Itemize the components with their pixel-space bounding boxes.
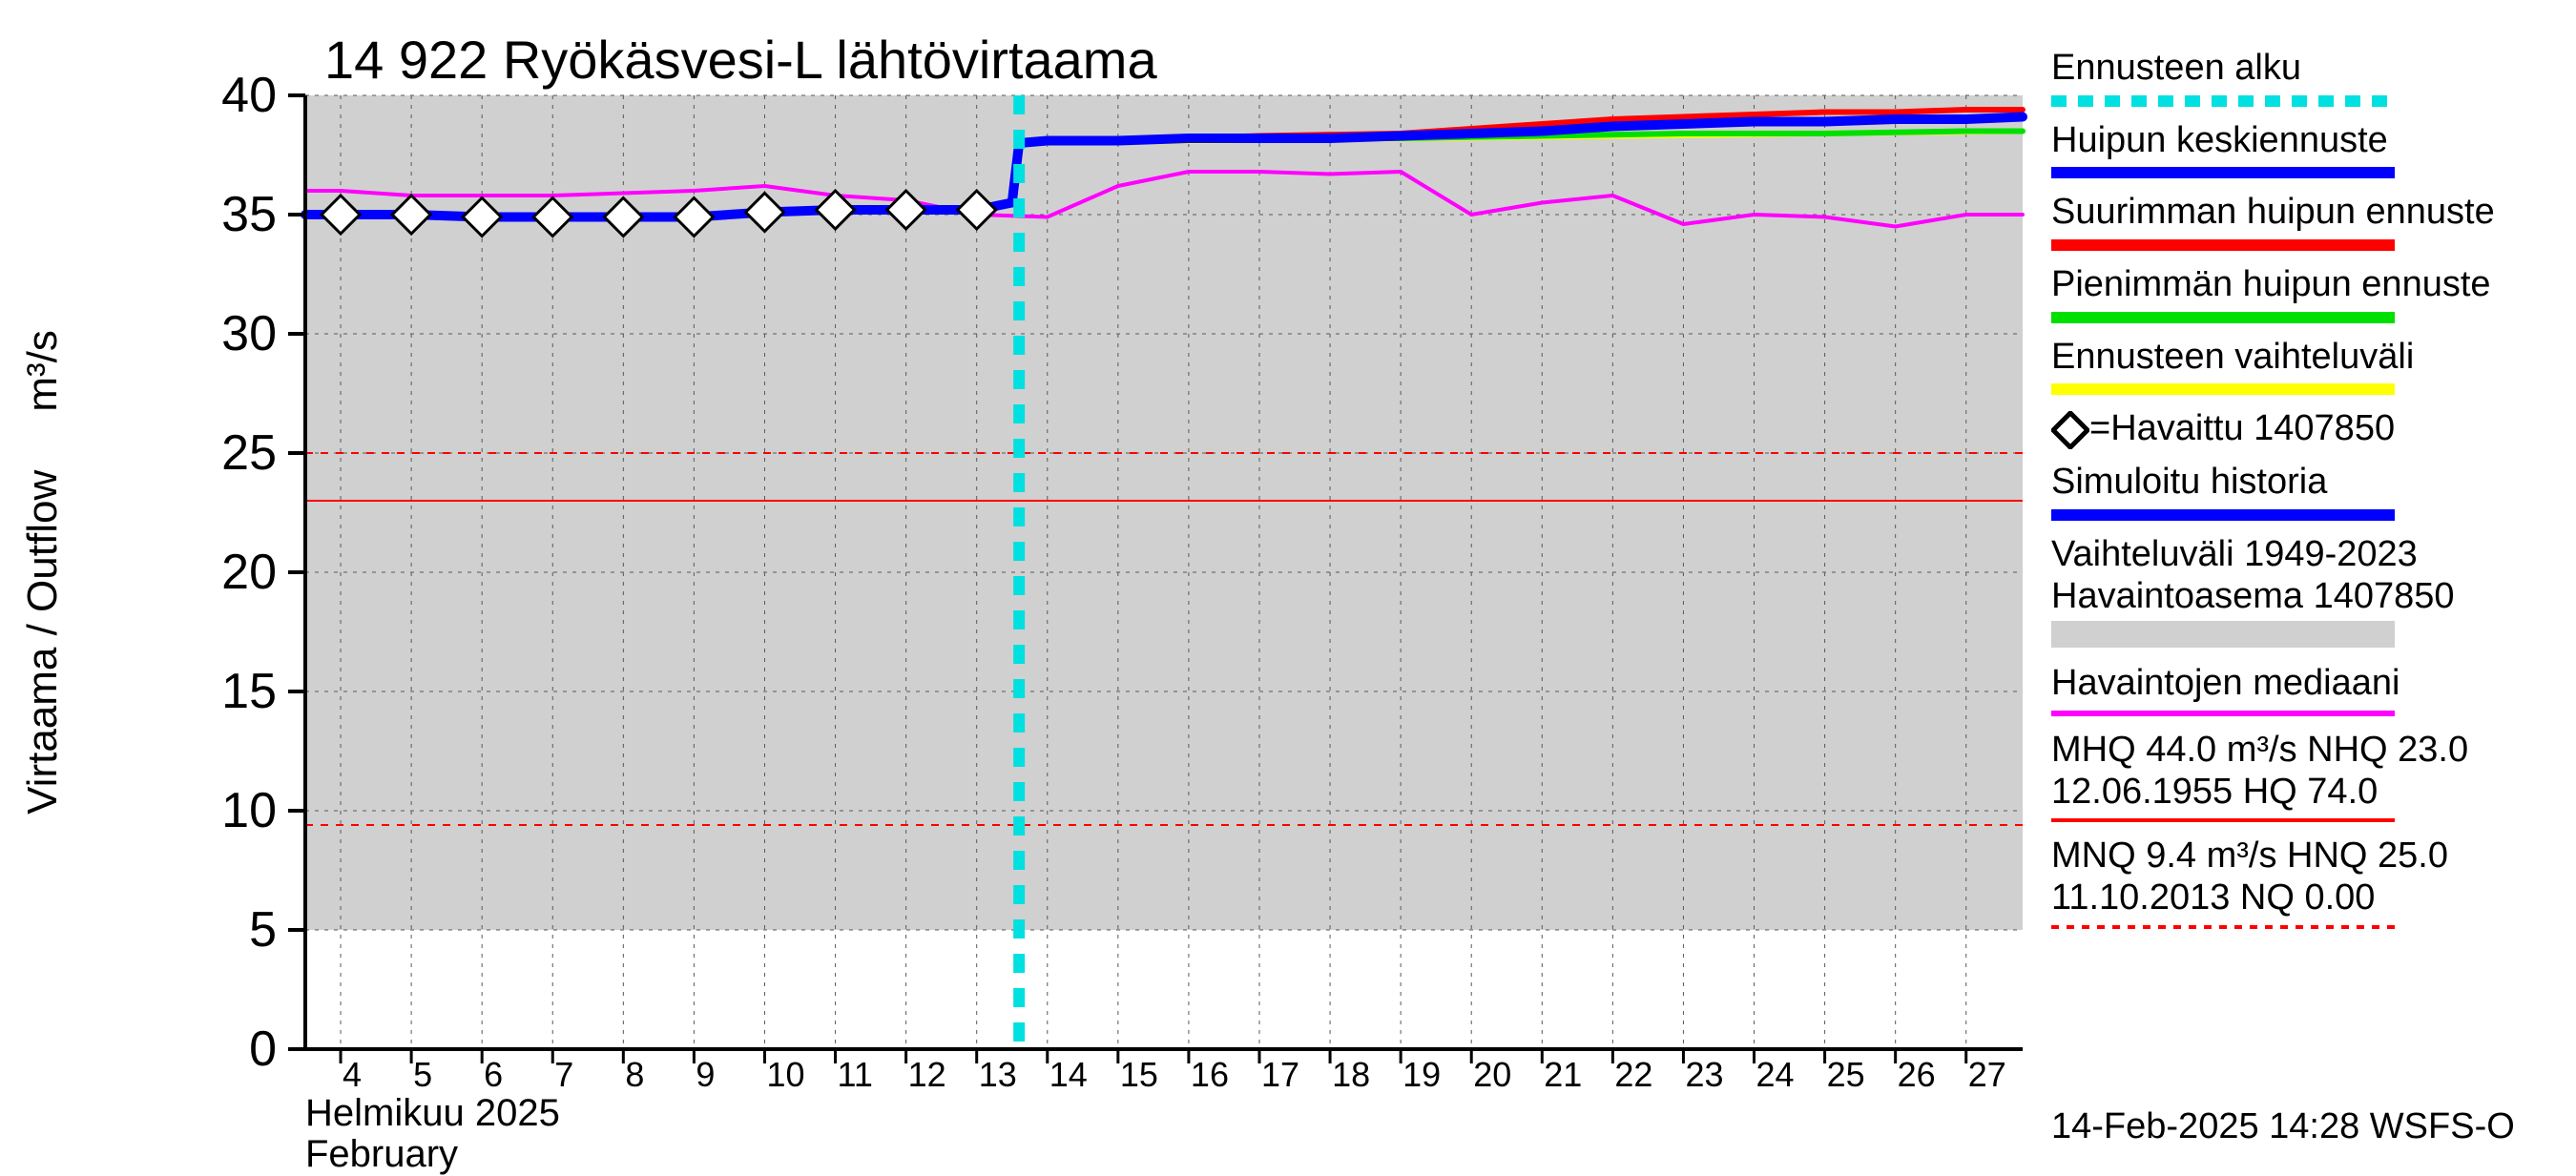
y-tick-label: 15 xyxy=(200,663,277,720)
y-tick-label: 30 xyxy=(200,305,277,362)
x-tick-label: 25 xyxy=(1827,1055,1865,1095)
x-tick-label: 19 xyxy=(1402,1055,1441,1095)
legend-item: Ennusteen vaihteluväli xyxy=(2051,337,2566,398)
y-axis-unit: m³/s xyxy=(19,330,66,412)
legend-text: Pienimmän huipun ennuste xyxy=(2051,264,2566,306)
legend-text: Simuloitu historia xyxy=(2051,462,2566,504)
legend-swatch xyxy=(2051,709,2395,718)
x-tick-label: 22 xyxy=(1614,1055,1652,1095)
x-tick-label: 20 xyxy=(1473,1055,1511,1095)
y-tick-label: 20 xyxy=(200,544,277,601)
legend-item: Simuloitu historia xyxy=(2051,462,2566,523)
legend-swatch xyxy=(2051,382,2395,397)
legend-item: Havaintojen mediaani xyxy=(2051,663,2566,718)
legend-item: Suurimman huipun ennuste xyxy=(2051,192,2566,253)
legend-text: Ennusteen alku xyxy=(2051,48,2566,90)
legend-swatch xyxy=(2051,93,2395,109)
x-axis-month-fi: Helmikuu 2025 xyxy=(305,1092,560,1135)
footer-timestamp: 14-Feb-2025 14:28 WSFS-O xyxy=(2051,1106,2515,1147)
x-tick-label: 24 xyxy=(1756,1055,1795,1095)
x-tick-label: 26 xyxy=(1898,1055,1936,1095)
x-tick-label: 16 xyxy=(1191,1055,1229,1095)
legend-item: MNQ 9.4 m³/s HNQ 25.011.10.2013 NQ 0.00 xyxy=(2051,836,2566,930)
legend-item: Pienimmän huipun ennuste xyxy=(2051,264,2566,325)
legend-text: Huipun keskiennuste xyxy=(2051,120,2566,162)
legend-swatch xyxy=(2051,507,2395,523)
y-tick-label: 10 xyxy=(200,782,277,839)
legend-text: MHQ 44.0 m³/s NHQ 23.0 xyxy=(2051,730,2566,772)
legend-swatch xyxy=(2051,165,2395,180)
legend-swatch xyxy=(2051,237,2395,253)
legend-swatch xyxy=(2051,310,2395,325)
legend-item: =Havaittu 1407850 xyxy=(2051,408,2566,450)
x-tick-label: 18 xyxy=(1332,1055,1370,1095)
legend-item: MHQ 44.0 m³/s NHQ 23.012.06.1955 HQ 74.0 xyxy=(2051,730,2566,824)
legend-text: Havaintojen mediaani xyxy=(2051,663,2566,705)
y-tick-label: 40 xyxy=(200,67,277,124)
x-tick-label: 8 xyxy=(625,1055,644,1095)
chart-container: 14 922 Ryökäsvesi-L lähtövirtaama Virtaa… xyxy=(0,0,2576,1145)
legend-text: Suurimman huipun ennuste xyxy=(2051,192,2566,234)
x-tick-label: 10 xyxy=(766,1055,804,1095)
x-tick-label: 15 xyxy=(1120,1055,1158,1095)
y-tick-label: 35 xyxy=(200,186,277,243)
legend-text: 12.06.1955 HQ 74.0 xyxy=(2051,772,2566,814)
x-tick-label: 9 xyxy=(696,1055,715,1095)
x-tick-label: 7 xyxy=(554,1055,573,1095)
legend-swatch xyxy=(2051,923,2395,931)
y-tick-label: 0 xyxy=(200,1021,277,1078)
legend-swatch xyxy=(2051,816,2395,824)
x-tick-label: 4 xyxy=(343,1055,362,1095)
chart-title: 14 922 Ryökäsvesi-L lähtövirtaama xyxy=(324,29,1157,91)
y-axis-label: Virtaama / Outflow m³/s xyxy=(19,330,67,815)
y-tick-label: 25 xyxy=(200,424,277,482)
legend-text: Ennusteen vaihteluväli xyxy=(2051,337,2566,379)
legend-swatch xyxy=(2051,621,2395,651)
legend-item: Vaihteluväli 1949-2023 Havaintoasema 140… xyxy=(2051,534,2566,651)
x-tick-label: 17 xyxy=(1261,1055,1299,1095)
x-axis-month-en: February xyxy=(305,1133,458,1176)
x-tick-label: 11 xyxy=(838,1055,873,1095)
legend-text: MNQ 9.4 m³/s HNQ 25.0 xyxy=(2051,836,2566,877)
legend-item: Huipun keskiennuste xyxy=(2051,120,2566,181)
y-tick-label: 5 xyxy=(200,901,277,959)
x-tick-label: 12 xyxy=(908,1055,946,1095)
legend-text: Havaintoasema 1407850 xyxy=(2051,576,2566,618)
legend-item: Ennusteen alku xyxy=(2051,48,2566,109)
x-tick-label: 14 xyxy=(1049,1055,1088,1095)
y-axis-label-text: Virtaama / Outflow xyxy=(19,470,66,815)
legend-text: 11.10.2013 NQ 0.00 xyxy=(2051,877,2566,919)
legend-text: Vaihteluväli 1949-2023 xyxy=(2051,534,2566,576)
x-tick-label: 21 xyxy=(1544,1055,1582,1095)
x-tick-label: 6 xyxy=(484,1055,503,1095)
x-tick-label: 5 xyxy=(413,1055,432,1095)
legend-text: =Havaittu 1407850 xyxy=(2051,408,2566,450)
legend: Ennusteen alku Huipun keskiennuste Suurimm… xyxy=(2051,48,2566,942)
diamond-icon xyxy=(2051,411,2089,449)
x-tick-label: 23 xyxy=(1685,1055,1723,1095)
x-tick-label: 27 xyxy=(1968,1055,2006,1095)
x-tick-label: 13 xyxy=(979,1055,1017,1095)
